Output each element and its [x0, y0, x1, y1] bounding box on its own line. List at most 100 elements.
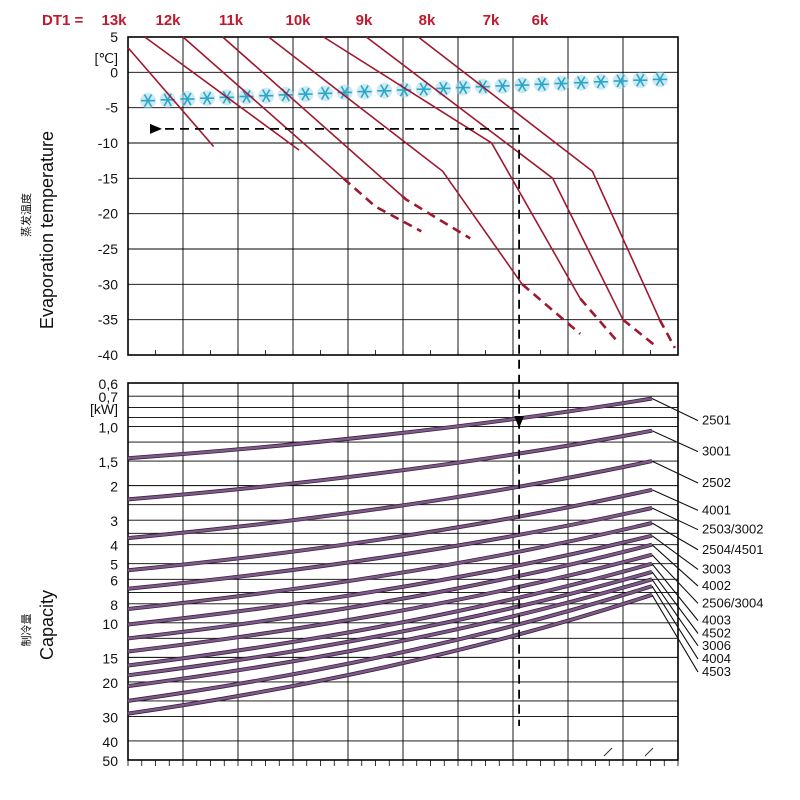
capacity-curve-3006: [127, 577, 699, 689]
dt-label: 7k: [483, 12, 500, 29]
snowflake-icon: [258, 87, 275, 104]
dt-label: 10k: [285, 12, 311, 29]
capacity-curve-line: [127, 584, 653, 703]
capacity-curve-4502: [127, 569, 699, 678]
leader-line: [651, 594, 699, 673]
snowflake-icon: [553, 75, 570, 92]
y-tick-label: 0,6: [99, 376, 119, 392]
y-tick-label: 5: [110, 557, 118, 573]
capacity-curve-line: [127, 593, 653, 715]
y-tick-label: 5: [110, 29, 118, 45]
dt-curve-solid: [222, 36, 403, 197]
capacity-curve-2502: [127, 459, 699, 541]
model-label: 2504/4501: [702, 542, 763, 557]
scan-mark: [644, 747, 654, 757]
model-label: 3003: [702, 561, 731, 576]
model-label: 3006: [702, 638, 731, 653]
model-label: 4004: [702, 651, 731, 666]
capacity-curve-4503: [127, 592, 699, 716]
capacity-curve-3003: [127, 533, 699, 627]
snowflake-icon: [455, 79, 472, 96]
y-tick-label: -10: [98, 135, 118, 151]
model-label: 2503/3002: [702, 522, 763, 537]
guide-dashed-line: [150, 128, 520, 726]
dt-curve-solid: [365, 36, 624, 321]
capacity-curve-line: [127, 521, 653, 611]
model-label: 2506/3004: [702, 595, 763, 610]
dt-curve-dashed: [521, 283, 582, 335]
dt-curve-dashed: [622, 318, 655, 346]
dt-label: 8k: [419, 12, 436, 29]
leader-line: [651, 398, 699, 422]
y-tick-label: 4: [110, 538, 118, 554]
model-label: 4503: [702, 664, 731, 679]
y-tick-label: -20: [98, 206, 118, 222]
y-tick-label: -30: [98, 276, 118, 292]
capacity-curve-line: [127, 488, 653, 572]
y-tick-label: -40: [98, 347, 118, 363]
snowflake-icon: [435, 80, 452, 97]
y-tick-label: 1,5: [99, 454, 119, 470]
frost-band: [140, 71, 668, 109]
snowflake-icon: [238, 88, 255, 105]
y-tick-label: 0,7: [99, 389, 119, 405]
y-axis-title: Evaporation temperature: [37, 131, 57, 329]
capacity-curve-line: [127, 570, 653, 677]
y-tick-label: 2: [110, 479, 118, 495]
model-label: 2502: [702, 475, 731, 490]
model-label: 2501: [702, 413, 731, 428]
leader-line: [651, 489, 699, 511]
snowflake-icon: [297, 86, 314, 103]
snowflake-icon: [573, 74, 590, 91]
snowflake-icon: [199, 90, 216, 107]
leader-line: [651, 544, 699, 587]
y-tick-label: 1,0: [99, 420, 119, 436]
y-tick-label: -25: [98, 241, 118, 257]
dt-label: 6k: [532, 12, 549, 29]
y-tick-label: 6: [110, 572, 118, 588]
snowflake-icon: [336, 84, 353, 101]
dt-curve-13k: [127, 47, 215, 148]
model-label: 4001: [702, 502, 731, 517]
dt-curve-10k: [222, 36, 471, 240]
capacity-curves: [127, 396, 699, 716]
y-tick-label: 40: [102, 734, 118, 750]
snowflake-icon: [376, 82, 393, 99]
snowflake-icon: [632, 72, 649, 89]
snowflake-icon: [533, 76, 550, 93]
y-tick-label: -5: [106, 100, 119, 116]
dt-curve-11k: [182, 36, 422, 233]
y-tick-label: 30: [102, 709, 118, 725]
dt-label: 13k: [101, 12, 127, 29]
dt-prefix: DT1 =: [42, 12, 84, 29]
dt-curve-dashed: [342, 177, 422, 233]
capacity-curve-line: [127, 429, 653, 501]
dt-curve-6k: [417, 36, 677, 349]
snowflake-icon: [179, 91, 196, 107]
capacity-curve-2506/3004: [127, 552, 699, 654]
model-label: 3001: [702, 444, 731, 459]
capacity-curve-4003: [127, 561, 699, 668]
leader-line: [651, 563, 699, 621]
snowflake-icon: [277, 86, 294, 103]
dt-label: 12k: [155, 12, 181, 29]
guide-path: [150, 123, 525, 726]
dt-curve-12k: [144, 36, 300, 151]
y-tick-label: 3: [110, 513, 118, 529]
snowflake-icon: [652, 71, 668, 88]
y-axis-title: Capacity: [37, 590, 57, 660]
dt-curve-solid: [127, 47, 215, 148]
capacity-curve-2504/4501: [127, 521, 699, 611]
capacity-curve-line: [127, 562, 653, 667]
dt-curve-dashed: [579, 297, 618, 342]
leader-line: [651, 585, 699, 660]
dt-curves: [127, 36, 677, 349]
snowflake-icon: [612, 73, 629, 89]
leader-line: [651, 430, 699, 453]
capacity-curve-line: [127, 543, 653, 640]
dt-curve-solid: [144, 36, 300, 151]
capacity-curve-line: [127, 534, 653, 626]
labels: 25013001250240012503/30022504/4501300340…: [19, 12, 763, 769]
capacity-curve-line: [127, 506, 653, 590]
